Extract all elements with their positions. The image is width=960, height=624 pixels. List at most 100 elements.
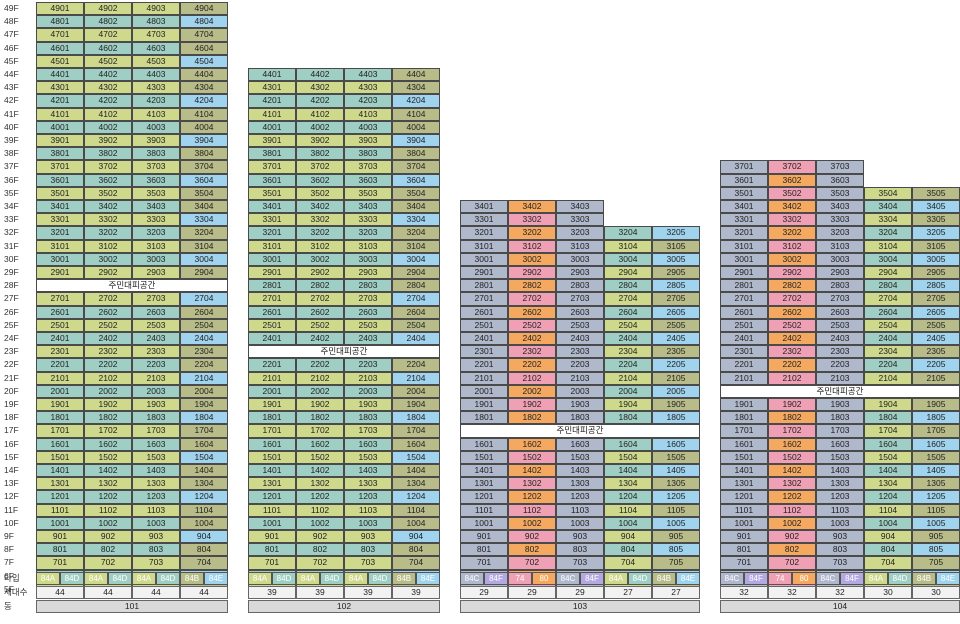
unit-cell[interactable]: 3903 [132, 134, 180, 148]
unit-cell[interactable]: 801 [36, 543, 84, 557]
unit-cell[interactable]: 3704 [392, 160, 440, 174]
unit-cell[interactable]: 4504 [180, 54, 228, 68]
unit-cell[interactable]: 3002 [296, 252, 344, 266]
unit-cell[interactable]: 2604 [864, 305, 912, 319]
unit-cell[interactable]: 2104 [392, 371, 440, 385]
unit-cell[interactable]: 2905 [912, 266, 960, 280]
unit-cell[interactable]: 2902 [296, 266, 344, 280]
unit-cell[interactable]: 1004 [864, 516, 912, 530]
unit-cell[interactable]: 1702 [296, 424, 344, 438]
unit-cell[interactable]: 2305 [912, 345, 960, 359]
unit-cell[interactable]: 3601 [36, 173, 84, 187]
unit-cell[interactable]: 1605 [912, 437, 960, 451]
unit-cell[interactable]: 3201 [720, 226, 768, 240]
unit-cell[interactable]: 1403 [556, 464, 604, 478]
unit-cell[interactable]: 1502 [508, 450, 556, 464]
unit-cell[interactable]: 2601 [720, 305, 768, 319]
unit-cell[interactable]: 2201 [720, 358, 768, 372]
unit-cell[interactable]: 3204 [180, 226, 228, 240]
unit-cell[interactable]: 2804 [864, 279, 912, 293]
unit-cell[interactable]: 3702 [296, 160, 344, 174]
unit-cell[interactable]: 3303 [132, 213, 180, 227]
unit-cell[interactable]: 2202 [84, 358, 132, 372]
unit-cell[interactable]: 903 [344, 530, 392, 544]
unit-cell[interactable]: 3701 [248, 160, 296, 174]
unit-cell[interactable]: 1503 [556, 450, 604, 464]
unit-cell[interactable]: 3601 [248, 173, 296, 187]
unit-cell[interactable]: 4403 [132, 68, 180, 82]
unit-cell[interactable]: 3903 [344, 134, 392, 148]
unit-cell[interactable]: 2802 [296, 279, 344, 293]
unit-cell[interactable]: 3403 [132, 200, 180, 214]
unit-cell[interactable]: 2405 [652, 332, 700, 346]
unit-cell[interactable]: 2502 [296, 318, 344, 332]
unit-cell[interactable]: 2103 [344, 371, 392, 385]
unit-cell[interactable]: 3003 [344, 252, 392, 266]
unit-cell[interactable]: 901 [248, 530, 296, 544]
unit-cell[interactable]: 3003 [132, 252, 180, 266]
unit-cell[interactable]: 1202 [296, 490, 344, 504]
unit-cell[interactable]: 3005 [912, 252, 960, 266]
unit-cell[interactable]: 2001 [36, 384, 84, 398]
unit-cell[interactable]: 1802 [768, 411, 816, 425]
unit-cell[interactable]: 702 [508, 556, 556, 570]
unit-cell[interactable]: 3402 [768, 200, 816, 214]
unit-cell[interactable]: 1005 [912, 516, 960, 530]
unit-cell[interactable]: 1205 [912, 490, 960, 504]
unit-cell[interactable]: 2702 [84, 292, 132, 306]
unit-cell[interactable]: 1102 [296, 503, 344, 517]
unit-cell[interactable]: 3904 [180, 134, 228, 148]
unit-cell[interactable]: 2301 [720, 345, 768, 359]
unit-cell[interactable]: 1202 [84, 490, 132, 504]
unit-cell[interactable]: 1804 [392, 411, 440, 425]
unit-cell[interactable]: 804 [864, 543, 912, 557]
unit-cell[interactable]: 3601 [720, 173, 768, 187]
unit-cell[interactable]: 2704 [864, 292, 912, 306]
unit-cell[interactable]: 2801 [460, 279, 508, 293]
unit-cell[interactable]: 3104 [604, 239, 652, 253]
unit-cell[interactable]: 904 [864, 530, 912, 544]
unit-cell[interactable]: 3103 [132, 239, 180, 253]
unit-cell[interactable]: 1504 [604, 450, 652, 464]
unit-cell[interactable]: 801 [248, 543, 296, 557]
unit-cell[interactable]: 3103 [556, 239, 604, 253]
unit-cell[interactable]: 1101 [36, 503, 84, 517]
unit-cell[interactable]: 2904 [864, 266, 912, 280]
unit-cell[interactable]: 701 [36, 556, 84, 570]
unit-cell[interactable]: 4803 [132, 15, 180, 29]
unit-cell[interactable]: 1901 [36, 398, 84, 412]
unit-cell[interactable]: 3703 [816, 160, 864, 174]
unit-cell[interactable]: 1603 [556, 437, 604, 451]
unit-cell[interactable]: 3803 [132, 147, 180, 161]
unit-cell[interactable]: 3104 [392, 239, 440, 253]
unit-cell[interactable]: 1303 [816, 477, 864, 491]
unit-cell[interactable]: 2403 [344, 332, 392, 346]
unit-cell[interactable]: 4804 [180, 15, 228, 29]
unit-cell[interactable]: 2402 [508, 332, 556, 346]
unit-cell[interactable]: 1303 [556, 477, 604, 491]
unit-cell[interactable]: 2304 [180, 345, 228, 359]
unit-cell[interactable]: 4402 [84, 68, 132, 82]
unit-cell[interactable]: 1505 [912, 450, 960, 464]
unit-cell[interactable]: 3301 [36, 213, 84, 227]
unit-cell[interactable]: 1003 [344, 516, 392, 530]
unit-cell[interactable]: 1101 [720, 503, 768, 517]
unit-cell[interactable]: 1003 [816, 516, 864, 530]
unit-cell[interactable]: 4702 [84, 28, 132, 42]
unit-cell[interactable]: 2901 [720, 266, 768, 280]
unit-cell[interactable]: 2303 [132, 345, 180, 359]
unit-cell[interactable]: 2501 [460, 318, 508, 332]
unit-cell[interactable]: 3602 [296, 173, 344, 187]
unit-cell[interactable]: 4301 [248, 81, 296, 95]
unit-cell[interactable]: 4002 [84, 120, 132, 134]
unit-cell[interactable]: 1201 [460, 490, 508, 504]
unit-cell[interactable]: 2502 [508, 318, 556, 332]
unit-cell[interactable]: 3202 [768, 226, 816, 240]
unit-cell[interactable]: 2004 [604, 384, 652, 398]
unit-cell[interactable]: 701 [460, 556, 508, 570]
unit-cell[interactable]: 3404 [392, 200, 440, 214]
unit-cell[interactable]: 2103 [132, 371, 180, 385]
unit-cell[interactable]: 1201 [248, 490, 296, 504]
unit-cell[interactable]: 3203 [132, 226, 180, 240]
unit-cell[interactable]: 2003 [556, 384, 604, 398]
